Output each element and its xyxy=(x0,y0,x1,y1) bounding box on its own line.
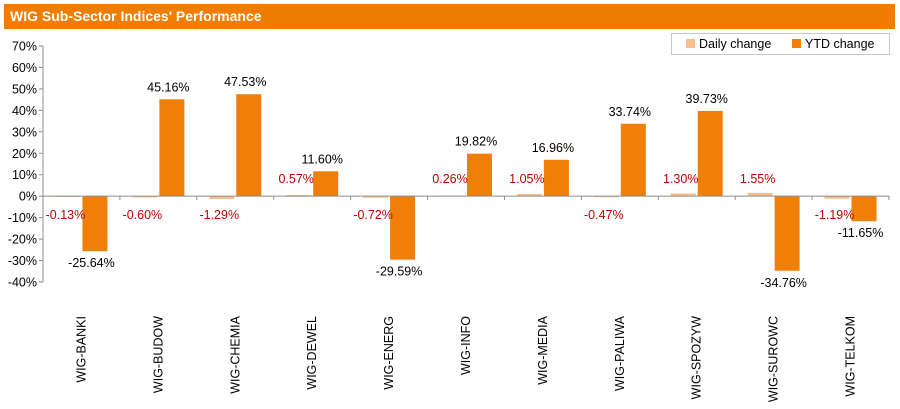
category-label: WIG-BUDOW xyxy=(151,316,165,393)
daily-change-label: 1.05% xyxy=(509,172,544,186)
y-tick-label: 0% xyxy=(19,190,37,204)
daily-change-label: 0.26% xyxy=(432,172,467,186)
y-tick-label: 40% xyxy=(12,104,37,118)
daily-change-label: -0.13% xyxy=(46,208,86,222)
ytd-change-label: 39.73% xyxy=(686,92,728,106)
daily-change-label: 0.57% xyxy=(278,172,313,186)
category-label: WIG-SUROWC xyxy=(767,316,781,402)
y-tick-label: -20% xyxy=(8,233,37,247)
legend-item-ytd: YTD change xyxy=(792,37,874,51)
category-label: WIG-TELKOM xyxy=(844,316,858,397)
category-label: WIG-ENERG xyxy=(382,316,396,390)
daily-change-bar xyxy=(286,194,312,197)
ytd-change-bar xyxy=(82,196,108,252)
daily-change-bar xyxy=(132,196,158,198)
ytd-change-label: -25.64% xyxy=(68,256,115,270)
ytd-change-bar xyxy=(697,110,723,197)
daily-change-label: -1.29% xyxy=(199,208,239,222)
daily-change-bar xyxy=(824,196,850,199)
ytd-change-label: -34.76% xyxy=(760,276,807,290)
ytd-change-bar xyxy=(313,171,339,197)
ytd-change-label: 33.74% xyxy=(609,105,651,119)
daily-change-label: -0.72% xyxy=(353,208,393,222)
y-tick-label: 50% xyxy=(12,82,37,96)
daily-change-bar xyxy=(670,193,696,197)
category-label: WIG-SPOZYW xyxy=(690,316,704,400)
ytd-change-label: 47.53% xyxy=(224,75,266,89)
legend-label-daily: Daily change xyxy=(699,37,772,51)
ytd-change-bar xyxy=(236,94,262,197)
y-tick-label: 60% xyxy=(12,61,37,75)
ytd-change-bar xyxy=(851,196,877,222)
category-label: WIG-BANKI xyxy=(74,316,88,383)
daily-change-label: -0.47% xyxy=(584,208,624,222)
y-tick-label: 10% xyxy=(12,168,37,182)
daily-change-label: 1.30% xyxy=(663,172,698,186)
legend-swatch-ytd xyxy=(792,39,801,48)
daily-change-bar xyxy=(516,193,542,197)
chart-title: WIG Sub-Sector Indices' Performance xyxy=(10,8,262,24)
category-label: WIG-INFO xyxy=(459,316,473,375)
ytd-change-label: 16.96% xyxy=(532,141,574,155)
ytd-change-label: -29.59% xyxy=(376,265,423,279)
ytd-change-bar xyxy=(543,159,569,197)
daily-change-bar xyxy=(593,196,619,198)
legend-swatch-daily xyxy=(686,39,695,48)
y-tick-label: 70% xyxy=(12,40,37,54)
legend-label-ytd: YTD change xyxy=(805,37,875,51)
y-tick-label: 20% xyxy=(12,147,37,161)
daily-change-label: 1.55% xyxy=(740,172,775,186)
daily-change-bar xyxy=(363,196,389,198)
daily-change-label: -1.19% xyxy=(815,208,855,222)
ytd-change-bar xyxy=(620,123,646,197)
y-tick-label: -10% xyxy=(8,211,37,225)
category-label: WIG-DEWEL xyxy=(305,316,319,390)
daily-change-bar xyxy=(747,192,773,197)
y-tick-label: -30% xyxy=(8,254,37,268)
ytd-change-label: -11.65% xyxy=(838,226,884,240)
ytd-change-label: 45.16% xyxy=(147,80,189,94)
category-label: WIG-PALIWA xyxy=(613,315,627,391)
chart-title-bar: WIG Sub-Sector Indices' Performance xyxy=(4,4,895,29)
y-tick-label: 30% xyxy=(12,125,37,139)
ytd-change-label: 11.60% xyxy=(301,152,342,166)
ytd-change-bar xyxy=(774,196,800,271)
ytd-change-bar xyxy=(159,99,185,197)
legend-item-daily: Daily change xyxy=(686,37,771,51)
y-tick-label: -40% xyxy=(8,276,37,290)
category-label: WIG-MEDIA xyxy=(536,315,550,384)
ytd-change-bar xyxy=(390,196,416,260)
daily-change-label: -0.60% xyxy=(123,208,163,222)
chart-legend: Daily change YTD change xyxy=(671,33,890,55)
ytd-change-label: 19.82% xyxy=(455,135,497,149)
daily-change-bar xyxy=(209,196,235,199)
category-label: WIG-CHEMIA xyxy=(228,315,242,393)
ytd-change-bar xyxy=(467,153,492,197)
